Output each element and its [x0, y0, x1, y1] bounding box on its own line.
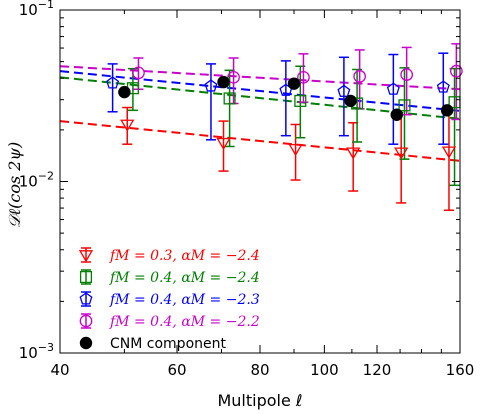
data-point: [297, 70, 310, 84]
x-tick-label: 120: [363, 361, 392, 379]
legend-label: fM = 0.4, αM = −2.4: [109, 270, 260, 286]
data-point: [223, 92, 236, 105]
legend-label: CNM component: [110, 336, 226, 352]
data-point: [394, 147, 409, 160]
data-point: [450, 64, 463, 78]
legend-label: fM = 0.4, αM = −2.2: [109, 314, 260, 330]
data-point: [106, 76, 120, 89]
legend-label: fM = 0.4, αM = −2.3: [109, 292, 260, 308]
legend-marker: [79, 314, 93, 328]
y-tick-label: 10−2: [19, 170, 54, 191]
data-point: [390, 108, 403, 121]
y-tick-label: 10−1: [19, 0, 54, 19]
data-point: [344, 94, 357, 108]
legend-marker: [79, 292, 93, 305]
data-point: [294, 94, 307, 107]
data-point: [441, 146, 457, 159]
y-axis-label: 𝒟ℓ(cos 2ψ): [5, 142, 24, 229]
data-point: [337, 84, 351, 97]
legend-marker: [79, 270, 93, 284]
data-point: [386, 82, 400, 95]
data-point: [287, 77, 301, 90]
legend: fM = 0.3, αM = −2.4 fM = 0.4, αM = −2.4 fM…: [78, 247, 260, 352]
data-point: [440, 104, 454, 117]
data-point: [346, 147, 361, 160]
x-axis-label: Multipole ℓ: [217, 391, 302, 410]
legend-marker: [78, 250, 94, 263]
x-tick-label: 40: [50, 361, 69, 379]
data-point: [288, 144, 303, 157]
data-point: [204, 79, 218, 92]
data-point: [120, 119, 135, 132]
tick-labels: 40 60 80 100 120 160 10−3 10−2 10−1: [19, 0, 475, 379]
data-point: [217, 75, 230, 89]
data-markers: [106, 64, 463, 160]
data-point: [132, 66, 145, 80]
data-point: [118, 85, 131, 99]
x-tick-label: 100: [310, 361, 339, 379]
data-point: [436, 80, 450, 93]
x-tick-label: 60: [167, 361, 186, 379]
trend-line: [60, 76, 460, 120]
trend-line: [60, 65, 460, 91]
data-point: [353, 70, 367, 83]
x-tick-label: 80: [250, 361, 269, 379]
data-point: [400, 68, 414, 81]
legend-label: fM = 0.3, αM = −2.4: [109, 248, 260, 264]
axis-ticks: [59, 9, 461, 354]
data-point: [216, 138, 231, 151]
y-tick-label: 10−3: [19, 341, 54, 362]
x-tick-label: 160: [446, 361, 475, 379]
trend-lines: [60, 65, 460, 162]
trend-line: [60, 70, 460, 112]
data-point: [398, 99, 411, 112]
legend-marker: [79, 336, 93, 350]
data-point: [227, 70, 240, 84]
trend-line: [60, 120, 460, 162]
